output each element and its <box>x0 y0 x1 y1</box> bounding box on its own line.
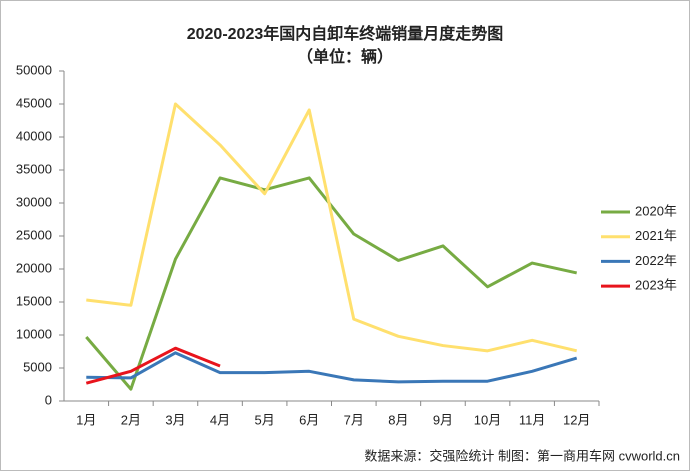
y-tick-label: 35000 <box>16 161 52 176</box>
x-tick-label: 6月 <box>299 412 319 427</box>
y-tick-label: 25000 <box>16 227 52 242</box>
series-line <box>85 346 221 385</box>
chart-title: 2020-2023年国内自卸车终端销量月度走势图 <box>187 24 504 43</box>
legend-label: 2022年 <box>635 253 677 268</box>
y-tick-label: 40000 <box>16 128 52 143</box>
x-tick-label: 5月 <box>255 412 275 427</box>
y-tick-label: 50000 <box>16 62 52 77</box>
series-line <box>85 176 578 391</box>
source-note: 数据来源：交强险统计 制图：第一商用车网 cvworld.cn <box>364 448 680 463</box>
y-tick-label: 45000 <box>16 95 52 110</box>
y-tick-label: 30000 <box>16 194 52 209</box>
x-tick-label: 3月 <box>165 412 185 427</box>
y-tick-label: 20000 <box>16 260 52 275</box>
x-tick-label: 4月 <box>210 412 230 427</box>
y-tick-label: 0 <box>45 392 52 407</box>
x-tick-label: 9月 <box>433 412 453 427</box>
x-tick-label: 11月 <box>519 412 546 427</box>
series-line <box>86 351 578 384</box>
chart-subtitle: （单位：辆） <box>297 47 393 66</box>
legend-label: 2021年 <box>635 228 677 243</box>
y-tick-label: 5000 <box>23 359 52 374</box>
legend-label: 2023年 <box>635 278 677 293</box>
legend-label: 2020年 <box>635 203 677 218</box>
y-tick-label: 10000 <box>16 326 52 341</box>
x-tick-label: 8月 <box>388 412 408 427</box>
series-line <box>86 102 578 353</box>
x-tick-label: 7月 <box>344 412 364 427</box>
x-tick-label: 2月 <box>121 412 141 427</box>
x-tick-label: 10月 <box>474 412 501 427</box>
x-tick-label: 1月 <box>76 412 96 427</box>
y-tick-label: 15000 <box>16 293 52 308</box>
x-tick-label: 12月 <box>563 412 590 427</box>
